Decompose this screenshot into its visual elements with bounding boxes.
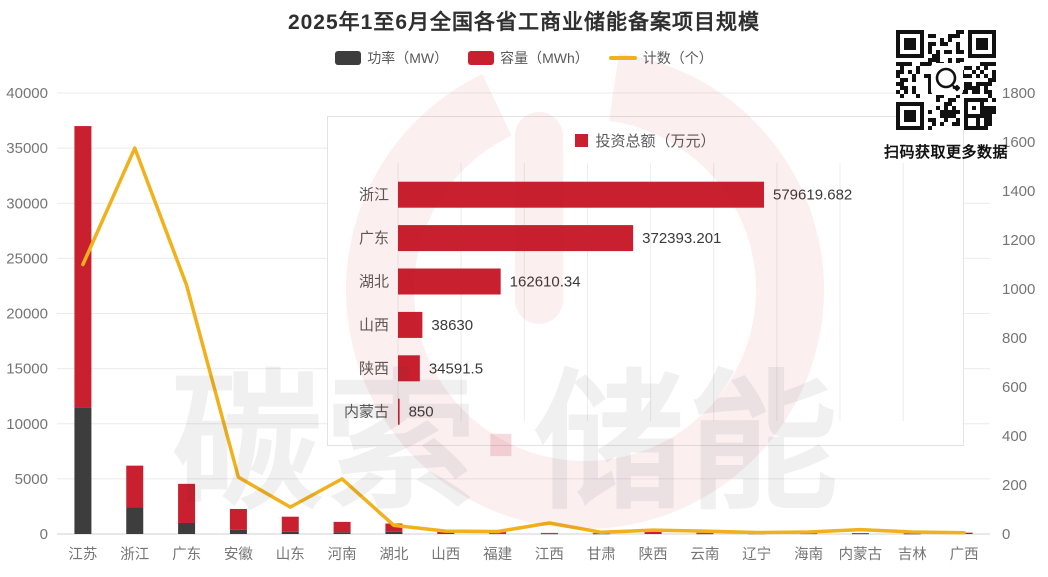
- inset-category-label: 山西: [359, 317, 389, 334]
- inset-value-label: 850: [409, 404, 434, 421]
- svg-text:600: 600: [1002, 379, 1027, 396]
- svg-text:35000: 35000: [6, 140, 48, 157]
- bar-power-河南: [333, 532, 351, 534]
- svg-text:40000: 40000: [6, 85, 48, 102]
- qr-code-icon: [896, 30, 996, 130]
- bar-capacity-陕西: [644, 531, 662, 534]
- svg-text:1400: 1400: [1002, 183, 1035, 200]
- qr-block: 扫码获取更多数据: [866, 30, 1026, 162]
- bar-capacity-山东: [281, 516, 299, 532]
- inset-category-label: 浙江: [359, 187, 389, 204]
- svg-text:25000: 25000: [6, 250, 48, 267]
- inset-category-label: 内蒙古: [344, 404, 389, 421]
- inset-bar-浙江: [398, 181, 764, 208]
- count-line: [81, 146, 966, 535]
- legend-item-power[interactable]: 功率（MW）: [335, 48, 448, 68]
- svg-text:湖北: 湖北: [379, 546, 408, 563]
- investment-legend-swatch: [575, 133, 589, 147]
- bar-power-陕西: [644, 533, 662, 534]
- bar-power-湖北: [385, 531, 403, 534]
- svg-text:1800: 1800: [1002, 85, 1035, 102]
- svg-text:江西: 江西: [535, 546, 564, 563]
- inset-bar-内蒙古: [398, 398, 400, 425]
- svg-text:30000: 30000: [6, 195, 48, 212]
- legend-label-count: 计数（个）: [642, 50, 713, 66]
- svg-text:广东: 广东: [172, 546, 201, 563]
- svg-text:15000: 15000: [6, 361, 48, 378]
- svg-text:海南: 海南: [794, 546, 823, 563]
- main-legend: 功率（MW） 容量（MWh） 计数（个）: [0, 48, 1048, 68]
- svg-text:吉林: 吉林: [898, 546, 927, 563]
- bar-power-广东: [178, 522, 196, 534]
- svg-text:10000: 10000: [6, 416, 48, 433]
- count-line-swatch-icon: [608, 56, 637, 60]
- svg-text:0: 0: [40, 526, 48, 543]
- inset-value-label: 34591.5: [429, 360, 483, 377]
- inset-bar-湖北: [398, 268, 501, 295]
- bar-capacity-湖北: [385, 523, 403, 532]
- legend-item-count[interactable]: 计数（个）: [608, 48, 713, 68]
- bar-power-浙江: [126, 507, 144, 534]
- inset-value-label: 372393.201: [642, 230, 721, 247]
- inset-bar-陕西: [398, 355, 420, 382]
- svg-text:安徽: 安徽: [224, 546, 253, 563]
- svg-text:河南: 河南: [328, 546, 357, 563]
- svg-text:甘肃: 甘肃: [587, 546, 616, 563]
- svg-text:浙江: 浙江: [120, 546, 149, 563]
- bar-capacity-内蒙古: [851, 533, 869, 534]
- page-title: 2025年1至6月全国各省工商业储能备案项目规模: [287, 11, 761, 34]
- legend-label-capacity: 容量（MWh）: [500, 50, 589, 66]
- svg-text:内蒙古: 内蒙古: [839, 546, 883, 563]
- investment-inset-panel: 投资总额（万元） 浙江 579619.682 广东 372393.201 湖北 16261…: [327, 116, 964, 446]
- inset-value-label: 38630: [431, 317, 473, 334]
- investment-bar-chart: 浙江 579619.682 广东 372393.201 湖北 162610.34 山西 386…: [344, 163, 904, 425]
- svg-text:1600: 1600: [1002, 134, 1035, 151]
- svg-text:400: 400: [1002, 428, 1027, 445]
- svg-text:山西: 山西: [431, 546, 460, 563]
- svg-text:广西: 广西: [950, 546, 979, 563]
- svg-text:5000: 5000: [15, 471, 48, 488]
- legend-label-power: 功率（MW）: [367, 50, 449, 66]
- bars: [74, 126, 973, 535]
- bar-capacity-云南: [696, 532, 714, 534]
- svg-text:陕西: 陕西: [639, 546, 668, 563]
- svg-text:0: 0: [1002, 526, 1010, 543]
- inset-category-label: 广东: [359, 230, 389, 247]
- svg-text:1000: 1000: [1002, 281, 1035, 298]
- bar-capacity-安徽: [229, 508, 247, 530]
- qr-caption: 扫码获取更多数据: [883, 144, 1008, 161]
- capacity-swatch-icon: [468, 51, 495, 65]
- svg-text:云南: 云南: [690, 546, 719, 563]
- x-axis-labels: 江苏 浙江 广东 安徽 山东 河南 湖北 山西 福建 江西 甘肃 陕西 云南 辽宁 海南 内蒙古 吉林 广西: [68, 546, 978, 563]
- bar-capacity-广东: [178, 483, 196, 523]
- bar-capacity-江西: [540, 532, 558, 534]
- inset-category-label: 陕西: [359, 360, 389, 377]
- svg-text:福建: 福建: [483, 546, 512, 563]
- svg-text:200: 200: [1002, 477, 1027, 494]
- bar-power-山东: [281, 531, 299, 534]
- svg-text:江苏: 江苏: [68, 546, 97, 563]
- bar-capacity-江苏: [74, 126, 92, 408]
- svg-text:辽宁: 辽宁: [742, 546, 771, 563]
- bar-capacity-浙江: [126, 465, 144, 508]
- inset-category-label: 湖北: [359, 274, 389, 291]
- inset-legend[interactable]: 投资总额（万元）: [328, 117, 963, 163]
- svg-text:1200: 1200: [1002, 232, 1035, 249]
- bar-power-安徽: [229, 529, 247, 534]
- svg-text:800: 800: [1002, 330, 1027, 347]
- svg-text:山东: 山东: [276, 546, 305, 563]
- investment-legend-label: 投资总额（万元）: [595, 132, 716, 150]
- power-swatch-icon: [335, 51, 362, 65]
- bar-power-江苏: [74, 407, 92, 534]
- bar-capacity-河南: [333, 521, 351, 533]
- legend-item-capacity[interactable]: 容量（MWh）: [468, 48, 589, 68]
- inset-bar-山西: [398, 311, 423, 338]
- svg-text:20000: 20000: [6, 306, 48, 323]
- inset-value-label: 162610.34: [510, 274, 581, 291]
- inset-bar-广东: [398, 225, 634, 252]
- inset-value-label: 579619.682: [773, 187, 852, 204]
